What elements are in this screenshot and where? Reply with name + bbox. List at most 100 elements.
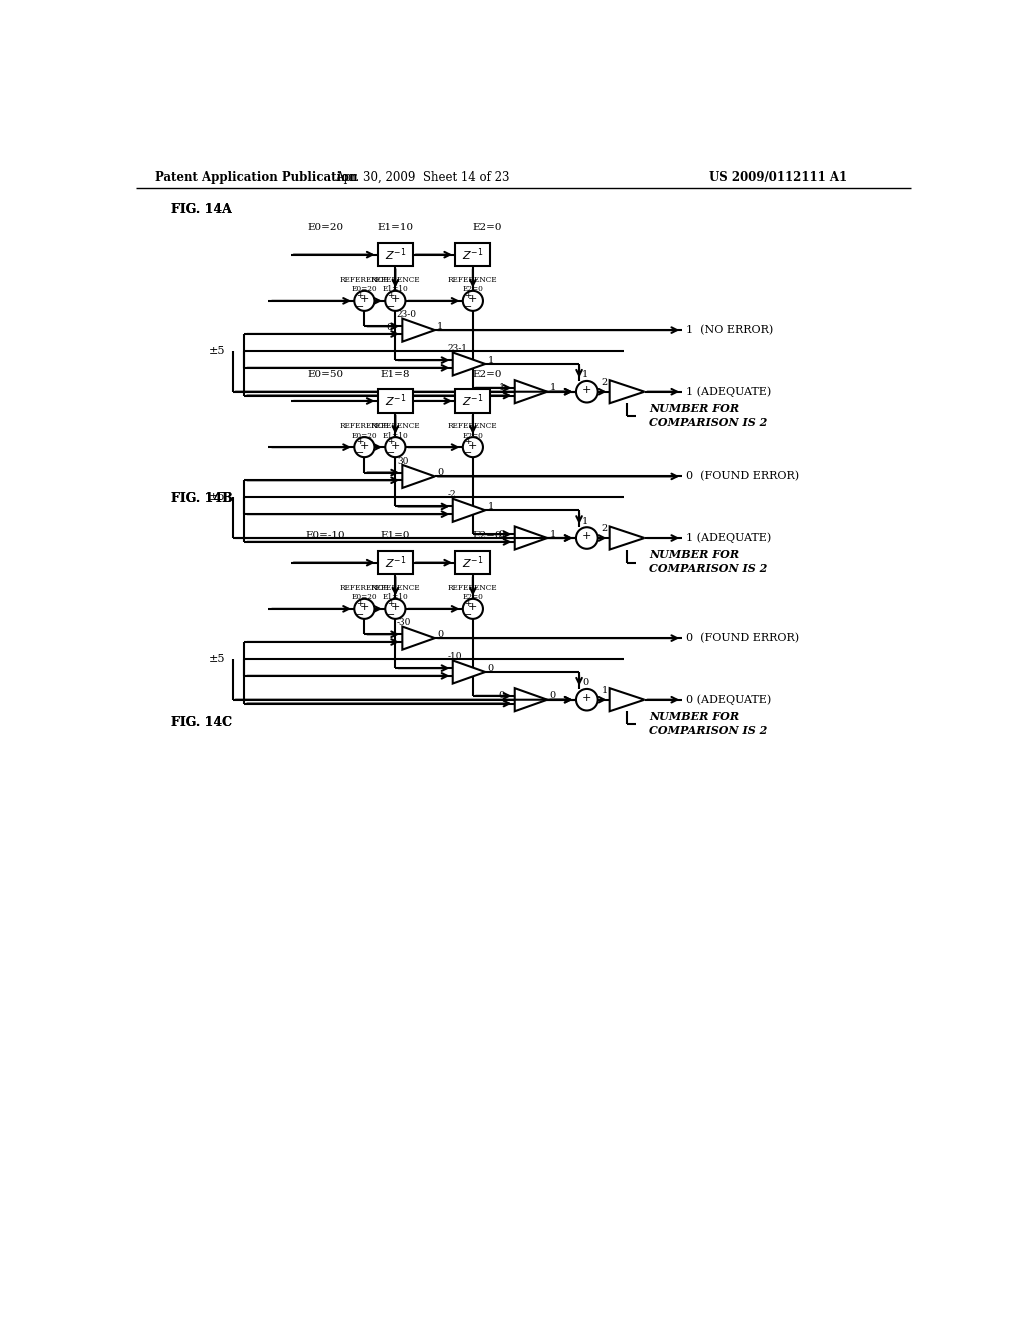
Text: +: + [356, 437, 364, 446]
Text: E1=10: E1=10 [383, 432, 409, 440]
Text: E0=50: E0=50 [307, 370, 344, 379]
Text: 1: 1 [437, 322, 443, 331]
Text: +: + [465, 437, 472, 446]
Polygon shape [515, 527, 547, 549]
Text: E2=0: E2=0 [463, 593, 483, 602]
Text: REFERENCE: REFERENCE [371, 583, 420, 593]
Text: $Z^{-1}$: $Z^{-1}$ [385, 554, 407, 572]
Bar [378, 389, 413, 413]
Text: 0: 0 [550, 692, 556, 701]
Text: +: + [468, 602, 477, 612]
Text: 1: 1 [487, 502, 494, 511]
Text: FIG. 14C: FIG. 14C [171, 715, 231, 729]
Text: +: + [387, 599, 394, 609]
Text: E0=20: E0=20 [351, 432, 377, 440]
Text: +: + [356, 599, 364, 609]
Text: Patent Application Publication: Patent Application Publication [155, 172, 357, 185]
Text: REFERENCE: REFERENCE [449, 276, 498, 284]
Text: +: + [582, 693, 592, 704]
Bar [456, 243, 490, 267]
Text: FIG. 14B: FIG. 14B [171, 492, 232, 506]
Text: REFERENCE: REFERENCE [449, 583, 498, 593]
Text: +: + [465, 599, 472, 609]
Text: 0: 0 [499, 692, 505, 701]
Text: NUMBER FOR: NUMBER FOR [649, 711, 739, 722]
Text: E1=10: E1=10 [377, 223, 414, 232]
Text: +: + [391, 294, 400, 305]
Text: 23-0: 23-0 [397, 310, 417, 319]
Text: 1: 1 [601, 686, 608, 694]
Text: COMPARISON IS 2: COMPARISON IS 2 [649, 725, 767, 737]
Text: $Z^{-1}$: $Z^{-1}$ [462, 247, 483, 263]
Text: −: − [355, 611, 364, 619]
Bar [378, 552, 413, 574]
Text: 0  (FOUND ERROR): 0 (FOUND ERROR) [686, 634, 799, 643]
Circle shape [575, 527, 598, 549]
Polygon shape [515, 688, 547, 711]
Polygon shape [609, 527, 644, 549]
Text: E1=10: E1=10 [383, 285, 409, 293]
Text: E1=8: E1=8 [381, 370, 411, 379]
Circle shape [385, 599, 406, 619]
Polygon shape [453, 499, 485, 521]
Text: 0: 0 [583, 678, 588, 688]
Text: -30: -30 [397, 618, 412, 627]
Text: COMPARISON IS 2: COMPARISON IS 2 [649, 417, 767, 428]
Text: 30: 30 [397, 457, 409, 466]
Polygon shape [453, 660, 485, 684]
Text: E0=-10: E0=-10 [306, 531, 345, 540]
Text: −: − [387, 449, 395, 458]
Text: 1: 1 [487, 355, 494, 364]
Bar [378, 243, 413, 267]
Text: REFERENCE: REFERENCE [340, 422, 389, 430]
Text: 1 (ADEQUATE): 1 (ADEQUATE) [686, 533, 771, 544]
Polygon shape [609, 688, 644, 711]
Text: +: + [387, 290, 394, 300]
Text: +: + [468, 441, 477, 450]
Text: +: + [468, 294, 477, 305]
Text: −: − [464, 611, 472, 619]
Text: E2=0: E2=0 [463, 432, 483, 440]
Text: E0=20: E0=20 [307, 223, 344, 232]
Text: 1: 1 [550, 529, 556, 539]
Text: E2=0: E2=0 [472, 370, 502, 379]
Circle shape [575, 381, 598, 403]
Text: 2: 2 [601, 378, 608, 387]
Polygon shape [402, 627, 435, 649]
Text: E2=0: E2=0 [472, 223, 502, 232]
Bar [456, 552, 490, 574]
Text: 0: 0 [386, 322, 392, 331]
Text: COMPARISON IS 2: COMPARISON IS 2 [649, 564, 767, 574]
Text: +: + [465, 290, 472, 300]
Text: 0 (ADEQUATE): 0 (ADEQUATE) [686, 694, 771, 705]
Text: +: + [359, 441, 369, 450]
Text: FIG. 14C: FIG. 14C [171, 715, 231, 729]
Text: −: − [464, 449, 472, 458]
Text: $Z^{-1}$: $Z^{-1}$ [385, 247, 407, 263]
Text: 0: 0 [487, 664, 494, 673]
Text: NUMBER FOR: NUMBER FOR [649, 549, 739, 561]
Circle shape [354, 437, 375, 457]
Text: FIG. 14A: FIG. 14A [171, 203, 231, 216]
Polygon shape [402, 318, 435, 342]
Text: 1: 1 [499, 383, 505, 392]
Polygon shape [609, 380, 644, 404]
Text: +: + [356, 290, 364, 300]
Text: 0  (FOUND ERROR): 0 (FOUND ERROR) [686, 471, 799, 482]
Text: E1=10: E1=10 [383, 593, 409, 602]
Text: REFERENCE: REFERENCE [340, 276, 389, 284]
Text: +: + [387, 437, 394, 446]
Circle shape [385, 437, 406, 457]
Polygon shape [515, 380, 547, 404]
Text: 1: 1 [550, 383, 556, 392]
Circle shape [463, 599, 483, 619]
Text: −: − [355, 449, 364, 458]
Text: 0: 0 [437, 469, 443, 477]
Text: 0: 0 [499, 529, 505, 539]
Text: $Z^{-1}$: $Z^{-1}$ [462, 554, 483, 572]
Text: −: − [387, 302, 395, 312]
Text: E1=0: E1=0 [381, 531, 411, 540]
Circle shape [385, 290, 406, 312]
Text: +: + [582, 532, 592, 541]
Text: +: + [391, 602, 400, 612]
